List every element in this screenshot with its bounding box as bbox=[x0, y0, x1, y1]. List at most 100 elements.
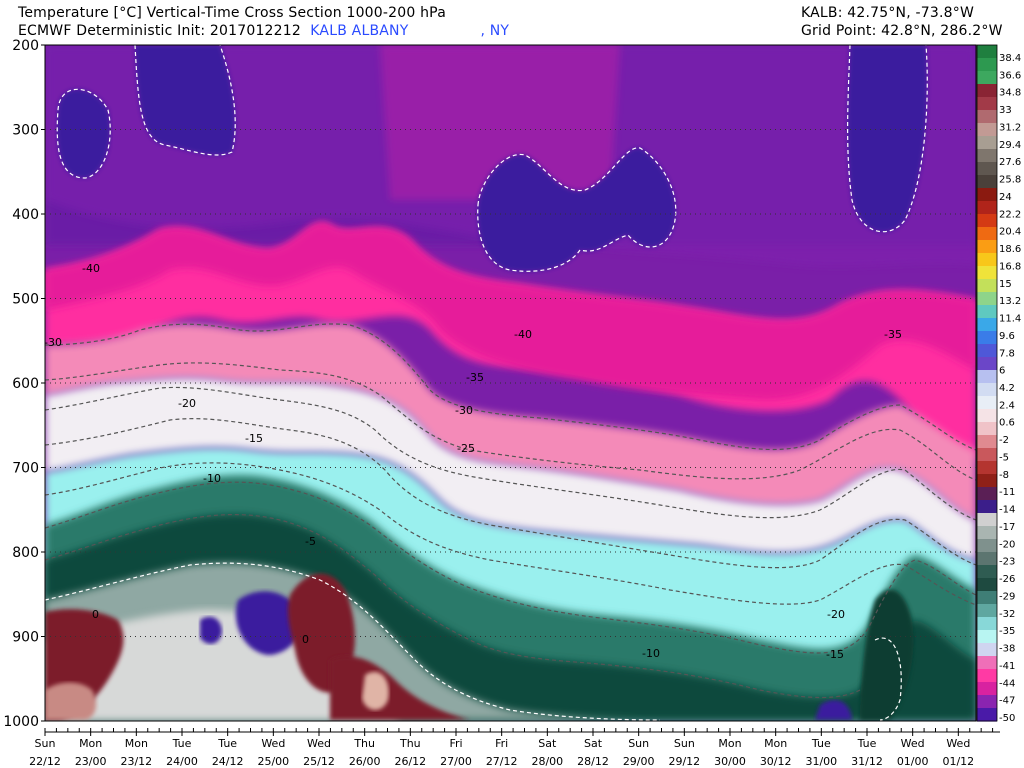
colorbar-label: 29.4 bbox=[999, 140, 1021, 151]
time-tick-day: Mon bbox=[718, 737, 741, 750]
time-tick-date: 26/00 bbox=[349, 755, 381, 768]
pressure-axis: 200 300 400 500 600 700 800 900 1000 bbox=[3, 38, 45, 730]
colorbar-label: 6 bbox=[999, 366, 1005, 377]
time-tick-day: Tue bbox=[857, 737, 877, 750]
colorbar-swatch bbox=[977, 45, 997, 59]
contour-label: -35 bbox=[884, 328, 902, 341]
time-tick-date: 22/12 bbox=[29, 755, 61, 768]
colorbar-swatch bbox=[977, 136, 997, 150]
colorbar-swatch bbox=[977, 591, 997, 605]
time-tick-day: Sat bbox=[584, 737, 603, 750]
colorbar-swatch bbox=[977, 188, 997, 202]
colorbar-swatch bbox=[977, 331, 997, 345]
time-tick-date: 31/00 bbox=[805, 755, 837, 768]
time-tick-day: Wed bbox=[261, 737, 285, 750]
contour-label: -35 bbox=[466, 371, 484, 384]
time-tick-day: Wed bbox=[901, 737, 925, 750]
time-tick-day: Fri bbox=[495, 737, 508, 750]
grid-point: Grid Point: 42.8°N, 286.2°W bbox=[801, 23, 1003, 39]
model-init-line: ECMWF Deterministic Init: 2017012212 KAL… bbox=[18, 22, 509, 40]
colorbar-swatch bbox=[977, 266, 997, 280]
colorbar-swatch bbox=[977, 58, 997, 72]
contour-label: -10 bbox=[203, 472, 221, 485]
time-tick-day: Sun bbox=[628, 737, 649, 750]
time-tick-date: 01/12 bbox=[942, 755, 974, 768]
colorbar-swatch bbox=[977, 656, 997, 670]
colorbar-swatch bbox=[977, 279, 997, 293]
colorbar-label: 34.8 bbox=[999, 88, 1021, 99]
colorbar-label: -35 bbox=[999, 626, 1015, 637]
time-tick-date: 01/00 bbox=[897, 755, 929, 768]
colorbar-label: 2.4 bbox=[999, 400, 1015, 411]
colorbar-swatch bbox=[977, 461, 997, 475]
colorbar-label: 0.6 bbox=[999, 418, 1015, 429]
contour-label: -20 bbox=[827, 608, 845, 621]
colorbar-swatch bbox=[977, 708, 997, 722]
time-tick-date: 27/12 bbox=[486, 755, 518, 768]
colorbar-label: -20 bbox=[999, 539, 1015, 550]
colorbar-label: -11 bbox=[999, 487, 1015, 498]
colorbar-swatch bbox=[977, 474, 997, 488]
contour-label: -5 bbox=[305, 535, 316, 548]
colorbar-swatch bbox=[977, 227, 997, 241]
colorbar-swatch bbox=[977, 682, 997, 696]
colorbar-swatch bbox=[977, 487, 997, 501]
colorbar-label: -44 bbox=[999, 678, 1015, 689]
time-tick-date: 23/00 bbox=[75, 755, 107, 768]
colorbar-swatch bbox=[977, 383, 997, 397]
colorbar-swatch bbox=[977, 578, 997, 592]
colorbar-label: 18.6 bbox=[999, 244, 1021, 255]
colorbar-swatch bbox=[977, 318, 997, 332]
time-tick-date: 24/00 bbox=[166, 755, 198, 768]
pressure-tick-label: 400 bbox=[12, 207, 39, 223]
model-init-text: ECMWF Deterministic Init: 2017012212 bbox=[18, 23, 301, 39]
colorbar-swatch bbox=[977, 253, 997, 267]
colorbar-label: 31.2 bbox=[999, 122, 1021, 133]
time-tick-date: 23/12 bbox=[120, 755, 152, 768]
colorbar: 38.4 36.6 34.8 33 31.2 29.4 27.6 25.8 24 22.2 20.4… bbox=[976, 44, 1021, 724]
colorbar-swatch bbox=[977, 305, 997, 319]
colorbar-label: 33 bbox=[999, 105, 1012, 116]
colorbar-label: 9.6 bbox=[999, 331, 1015, 342]
colorbar-label: 13.2 bbox=[999, 296, 1021, 307]
colorbar-swatch bbox=[977, 409, 997, 423]
colorbar-swatch bbox=[977, 344, 997, 358]
colorbar-label: 11.4 bbox=[999, 314, 1021, 325]
colorbar-swatch bbox=[977, 617, 997, 631]
contour-label: -15 bbox=[826, 648, 844, 661]
chart-title: Temperature [°C] Vertical-Time Cross Sec… bbox=[18, 5, 446, 21]
colorbar-swatch bbox=[977, 97, 997, 111]
colorbar-swatch bbox=[977, 669, 997, 683]
pressure-tick-label: 200 bbox=[12, 38, 39, 54]
colorbar-swatch bbox=[977, 110, 997, 124]
colorbar-label: 24 bbox=[999, 192, 1012, 203]
time-tick-day: Mon bbox=[125, 737, 148, 750]
colorbar-swatch bbox=[977, 643, 997, 657]
colorbar-label: -32 bbox=[999, 609, 1015, 620]
colorbar-swatch bbox=[977, 448, 997, 462]
colorbar-label: -47 bbox=[999, 696, 1015, 707]
time-tick-day: Thu bbox=[353, 737, 375, 750]
time-tick-date: 25/00 bbox=[257, 755, 289, 768]
contour-label: -40 bbox=[82, 262, 100, 275]
colorbar-swatch bbox=[977, 370, 997, 384]
pressure-tick-label: 900 bbox=[12, 630, 39, 646]
time-tick-day: Sun bbox=[674, 737, 695, 750]
colorbar-swatch bbox=[977, 435, 997, 449]
contour-label: -30 bbox=[44, 336, 62, 349]
contours bbox=[45, 323, 976, 699]
colorbar-label: -8 bbox=[999, 470, 1009, 481]
time-tick-date: 24/12 bbox=[212, 755, 244, 768]
time-tick-date: 31/12 bbox=[851, 755, 883, 768]
contour-label: -40 bbox=[514, 328, 532, 341]
colorbar-swatch bbox=[977, 292, 997, 306]
colorbar-label: -29 bbox=[999, 591, 1015, 602]
colorbar-swatch bbox=[977, 162, 997, 176]
colorbar-swatch bbox=[977, 552, 997, 566]
pressure-tick-label: 600 bbox=[12, 376, 39, 392]
time-tick-day: Tue bbox=[811, 737, 831, 750]
colorbar-swatch bbox=[977, 84, 997, 98]
colorbar-swatch bbox=[977, 526, 997, 540]
colorbar-label: 15 bbox=[999, 279, 1012, 290]
colorbar-swatch bbox=[977, 565, 997, 579]
